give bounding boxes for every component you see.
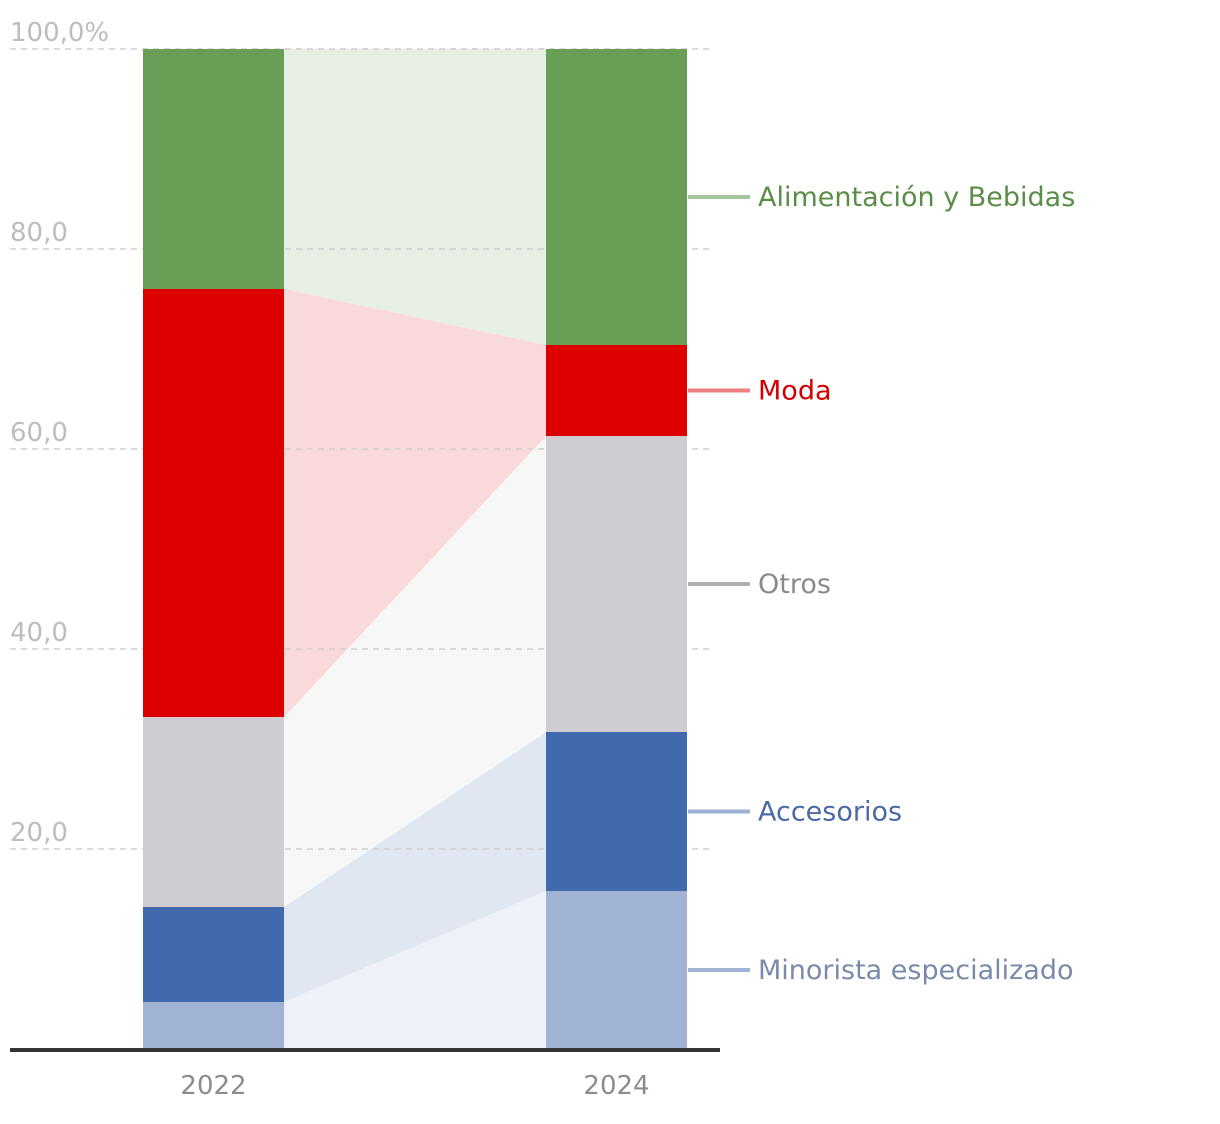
connector-bands: [284, 49, 546, 1049]
bar-alimentacion-y-bebidas-2024: [546, 49, 687, 345]
series-label-otros: Otros: [758, 569, 831, 600]
x-axis: 2022 2024: [10, 1048, 720, 1101]
band-accesorios: [284, 732, 546, 1002]
bar-accesorios-2022: [143, 907, 284, 1002]
series-label-alimentacion-y-bebidas: Alimentación y Bebidas: [758, 182, 1075, 213]
series-label-accesorios: Accesorios: [758, 797, 902, 828]
bar-moda-2024: [546, 345, 687, 436]
bar-otros-2024: [546, 436, 687, 732]
bar-accesorios-2024: [546, 732, 687, 891]
y-tick-label-40: 40,0: [10, 618, 68, 648]
x-tick-label-2024: 2024: [583, 1071, 649, 1101]
x-tick-label-2022: 2022: [180, 1071, 246, 1101]
bar-otros-2022: [143, 717, 284, 907]
y-tick-label-80: 80,0: [10, 218, 68, 248]
y-tick-label-20: 20,0: [10, 818, 68, 848]
y-tick-label-100: 100,0%: [10, 18, 109, 48]
series-label-moda: Moda: [758, 376, 832, 407]
series-labels: Minorista especializado Accesorios Otros Mo…: [688, 182, 1075, 986]
bar-moda-2022: [143, 289, 284, 717]
bar-alimentacion-y-bebidas-2022: [143, 49, 284, 289]
band-minorista-especializado: [284, 891, 546, 1049]
band-alimentacion-y-bebidas: [284, 49, 546, 345]
band-moda: [284, 289, 546, 717]
bar-minorista-especializado-2022: [143, 1002, 284, 1049]
y-tick-label-60: 60,0: [10, 418, 68, 448]
bar-segments: [143, 49, 687, 1049]
band-otros: [284, 436, 546, 907]
bar-minorista-especializado-2024: [546, 891, 687, 1049]
series-label-minorista-especializado: Minorista especializado: [758, 955, 1074, 986]
